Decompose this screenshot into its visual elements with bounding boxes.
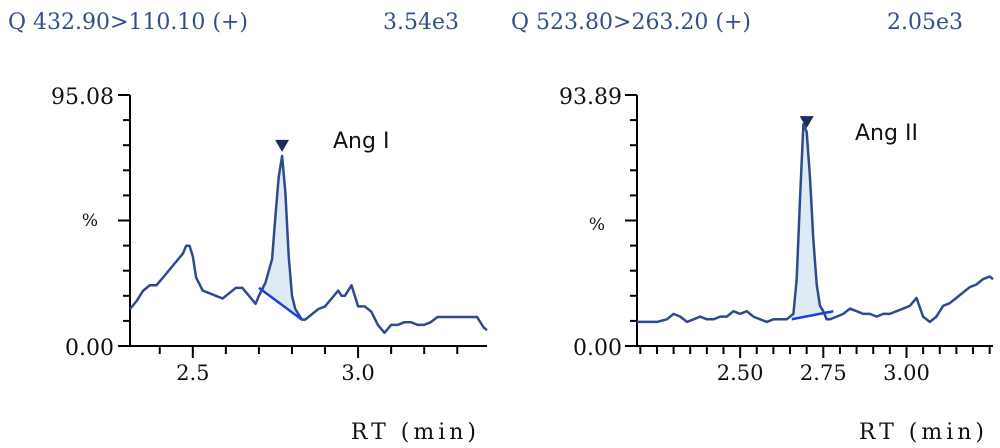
x-tick-label: 3.0 <box>341 361 374 385</box>
x-tick-label: 2.75 <box>800 361 847 385</box>
intensity-label-1: 3.54e3 <box>383 10 460 35</box>
chromatogram-ang-i: 95.08 % 0.00 Ang I RT (min) 2.5 3.0 <box>51 85 488 445</box>
header-right: Q 523.80>263.20 (+) <box>511 6 751 40</box>
intensity-left: 3.54e3 <box>383 6 459 40</box>
y-max-label: 95.08 <box>51 85 114 110</box>
y-axis-label: % <box>82 211 98 231</box>
transition-label-2: Q 523.80>263.20 (+) <box>511 10 752 35</box>
peak-apex-marker <box>799 116 814 129</box>
peak-baseline <box>791 310 834 321</box>
x-tick-label: 2.50 <box>717 361 764 385</box>
x-tick-label: 2.5 <box>176 361 209 385</box>
peak-annotation: Ang I <box>333 129 389 154</box>
chromatogram-trace <box>129 154 488 335</box>
peak-baseline <box>258 286 303 321</box>
x-tick-label: 3.00 <box>883 361 930 385</box>
intensity-right: 2.05e3 <box>887 6 963 40</box>
plot-area: 2.50 2.75 3.00 <box>625 94 994 385</box>
peak-apex-marker <box>275 139 290 152</box>
x-axis-title: RT (min) <box>351 420 480 445</box>
y-min-label: 0.00 <box>65 336 114 361</box>
transition-label-1: Q 432.90>110.10 (+) <box>8 10 249 35</box>
peak-area <box>258 155 302 320</box>
y-min-label: 0.00 <box>573 336 622 361</box>
header-left: Q 432.90>110.10 (+) <box>8 6 248 40</box>
plot-area: 2.5 3.0 <box>118 94 488 385</box>
x-axis-title: RT (min) <box>859 420 988 445</box>
chromatogram-trace <box>637 122 994 324</box>
chromatogram-ang-ii: 93.89 % 0.00 Ang II RT (min) 2.50 2.75 3.0… <box>559 85 994 445</box>
peak-annotation: Ang II <box>855 121 918 146</box>
intensity-label-2: 2.05e3 <box>887 10 964 35</box>
y-axis-label: % <box>589 215 605 235</box>
y-max-label: 93.89 <box>559 85 622 110</box>
